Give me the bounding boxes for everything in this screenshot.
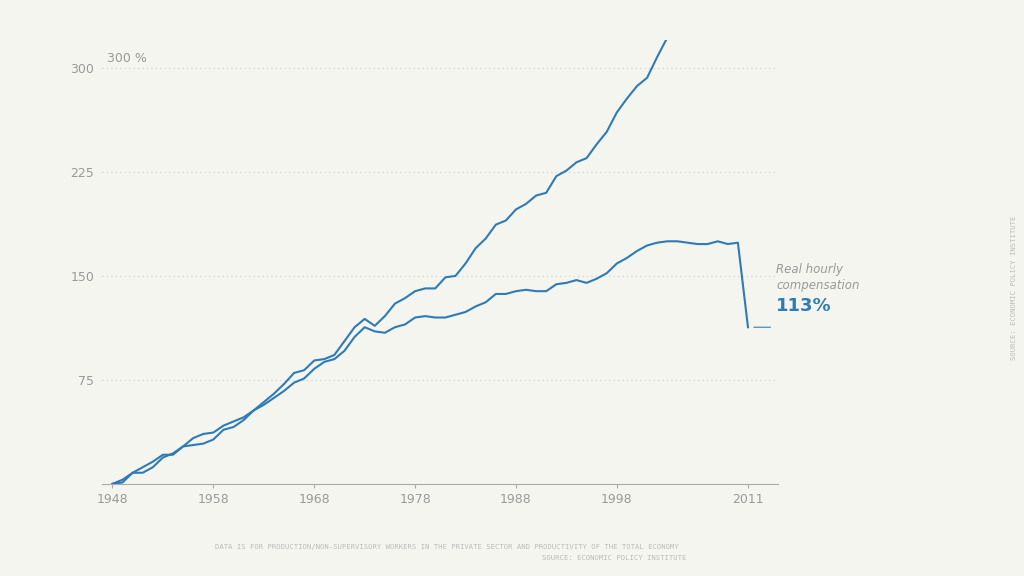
Text: SOURCE: ECONOMIC POLICY INSTITUTE: SOURCE: ECONOMIC POLICY INSTITUTE <box>543 555 686 561</box>
Text: SOURCE: ECONOMIC POLICY INSTITUTE: SOURCE: ECONOMIC POLICY INSTITUTE <box>1011 216 1017 360</box>
Text: Real hourly: Real hourly <box>776 263 843 275</box>
Text: compensation: compensation <box>776 279 860 292</box>
Text: DATA IS FOR PRODUCTION/NON-SUPERVISORY WORKERS IN THE PRIVATE SECTOR AND PRODUCT: DATA IS FOR PRODUCTION/NON-SUPERVISORY W… <box>215 544 679 550</box>
Text: 300 %: 300 % <box>108 52 147 65</box>
Text: 113%: 113% <box>776 297 831 316</box>
